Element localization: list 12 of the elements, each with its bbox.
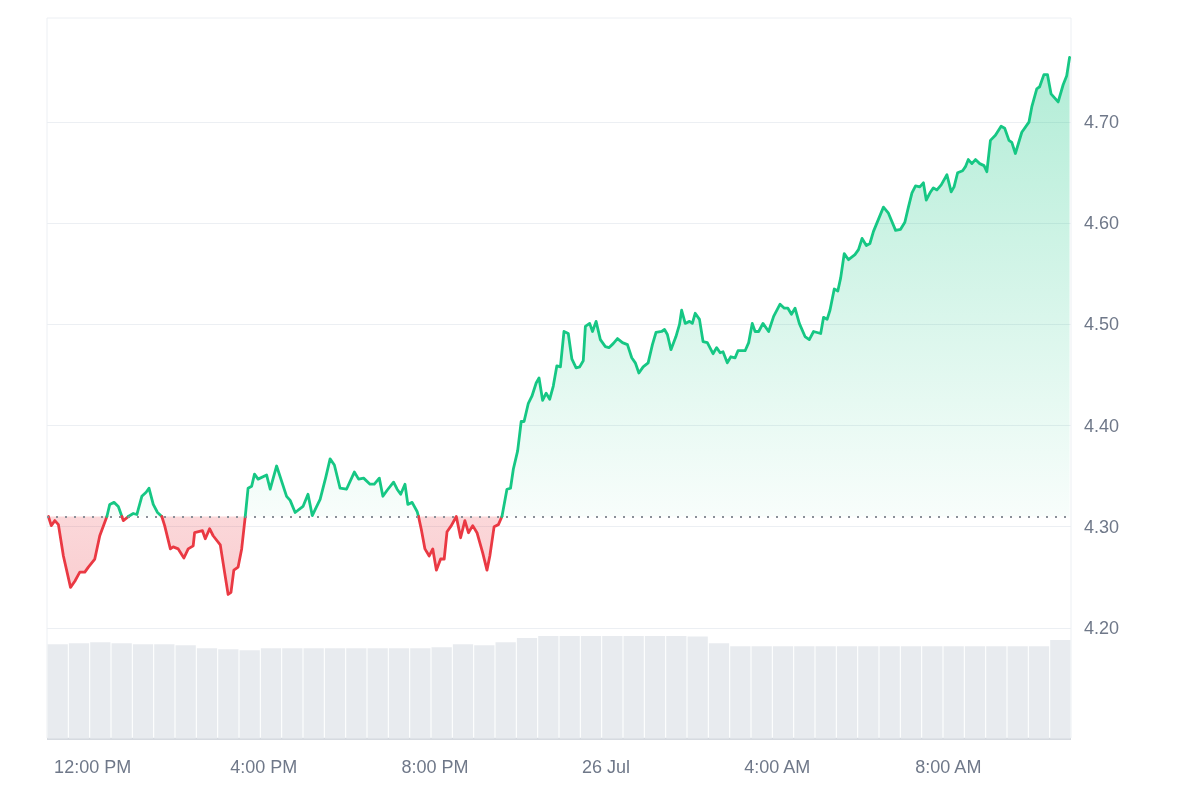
y-tick-label: 4.30	[1084, 516, 1120, 537]
y-tick-label: 4.50	[1084, 314, 1120, 335]
x-tick-label: 12:00 PM	[54, 757, 132, 777]
y-tick-label: 4.70	[1084, 112, 1120, 133]
x-tick-label: 26 Jul	[582, 757, 631, 777]
x-tick-label: 4:00 AM	[744, 757, 811, 777]
x-tick-label: 4:00 PM	[230, 757, 298, 777]
x-tick-label: 8:00 AM	[915, 757, 982, 777]
y-tick-label: 4.60	[1084, 213, 1120, 234]
y-tick-label: 4.40	[1084, 415, 1120, 436]
y-tick-label: 4.20	[1084, 617, 1120, 638]
x-tick-label: 8:00 PM	[401, 757, 469, 777]
